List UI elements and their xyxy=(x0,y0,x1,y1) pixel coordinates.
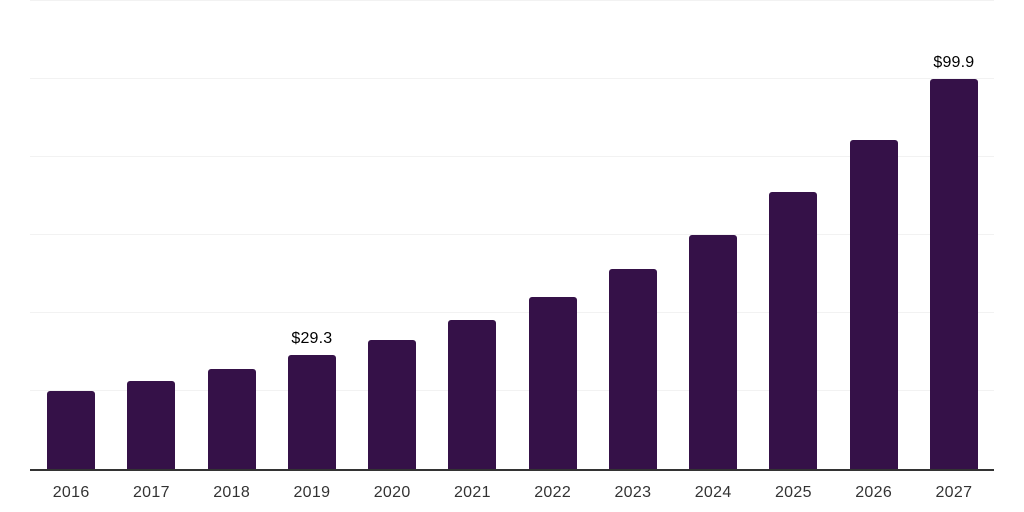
bar-2022 xyxy=(528,296,577,469)
x-tick-label-2016: 2016 xyxy=(52,484,90,501)
bar-2017 xyxy=(127,380,176,469)
bar-2016 xyxy=(47,390,96,469)
x-tick-label-2026: 2026 xyxy=(855,484,893,501)
gridline-100 xyxy=(30,78,994,79)
bar-value-label-2019: $29.3 xyxy=(291,329,333,347)
bar-2019 xyxy=(287,354,336,469)
x-tick-label-2027: 2027 xyxy=(935,484,973,501)
gridline-20 xyxy=(30,390,994,391)
plot-area: $29.3 $99.9 xyxy=(30,0,994,469)
x-tick-label-2018: 2018 xyxy=(213,484,251,501)
x-axis-line xyxy=(30,469,994,471)
x-tick-label-2021: 2021 xyxy=(453,484,491,501)
x-tick-label-2023: 2023 xyxy=(614,484,652,501)
x-tick-label-2024: 2024 xyxy=(694,484,732,501)
x-tick-label-2017: 2017 xyxy=(132,484,170,501)
bar-2020 xyxy=(368,339,417,469)
bar-2021 xyxy=(448,320,497,469)
x-axis-ticks: 2016 2017 2018 2019 2020 2021 2022 2023 2024 2025… xyxy=(0,484,1024,506)
x-tick-label-2020: 2020 xyxy=(373,484,411,501)
gridline-120 xyxy=(30,0,994,1)
gridline-60 xyxy=(30,234,994,235)
bar-2018 xyxy=(207,368,256,469)
bar-2023 xyxy=(608,268,657,469)
bar-value-label-2027: $99.9 xyxy=(933,54,975,72)
gridline-40 xyxy=(30,312,994,313)
x-tick-label-2022: 2022 xyxy=(534,484,572,501)
bar-2027 xyxy=(929,79,978,469)
bar-2024 xyxy=(689,234,738,469)
x-tick-label-2019: 2019 xyxy=(293,484,331,501)
bar-2025 xyxy=(769,191,818,469)
bar-2026 xyxy=(849,139,898,469)
x-tick-label-2025: 2025 xyxy=(774,484,812,501)
gridline-80 xyxy=(30,156,994,157)
